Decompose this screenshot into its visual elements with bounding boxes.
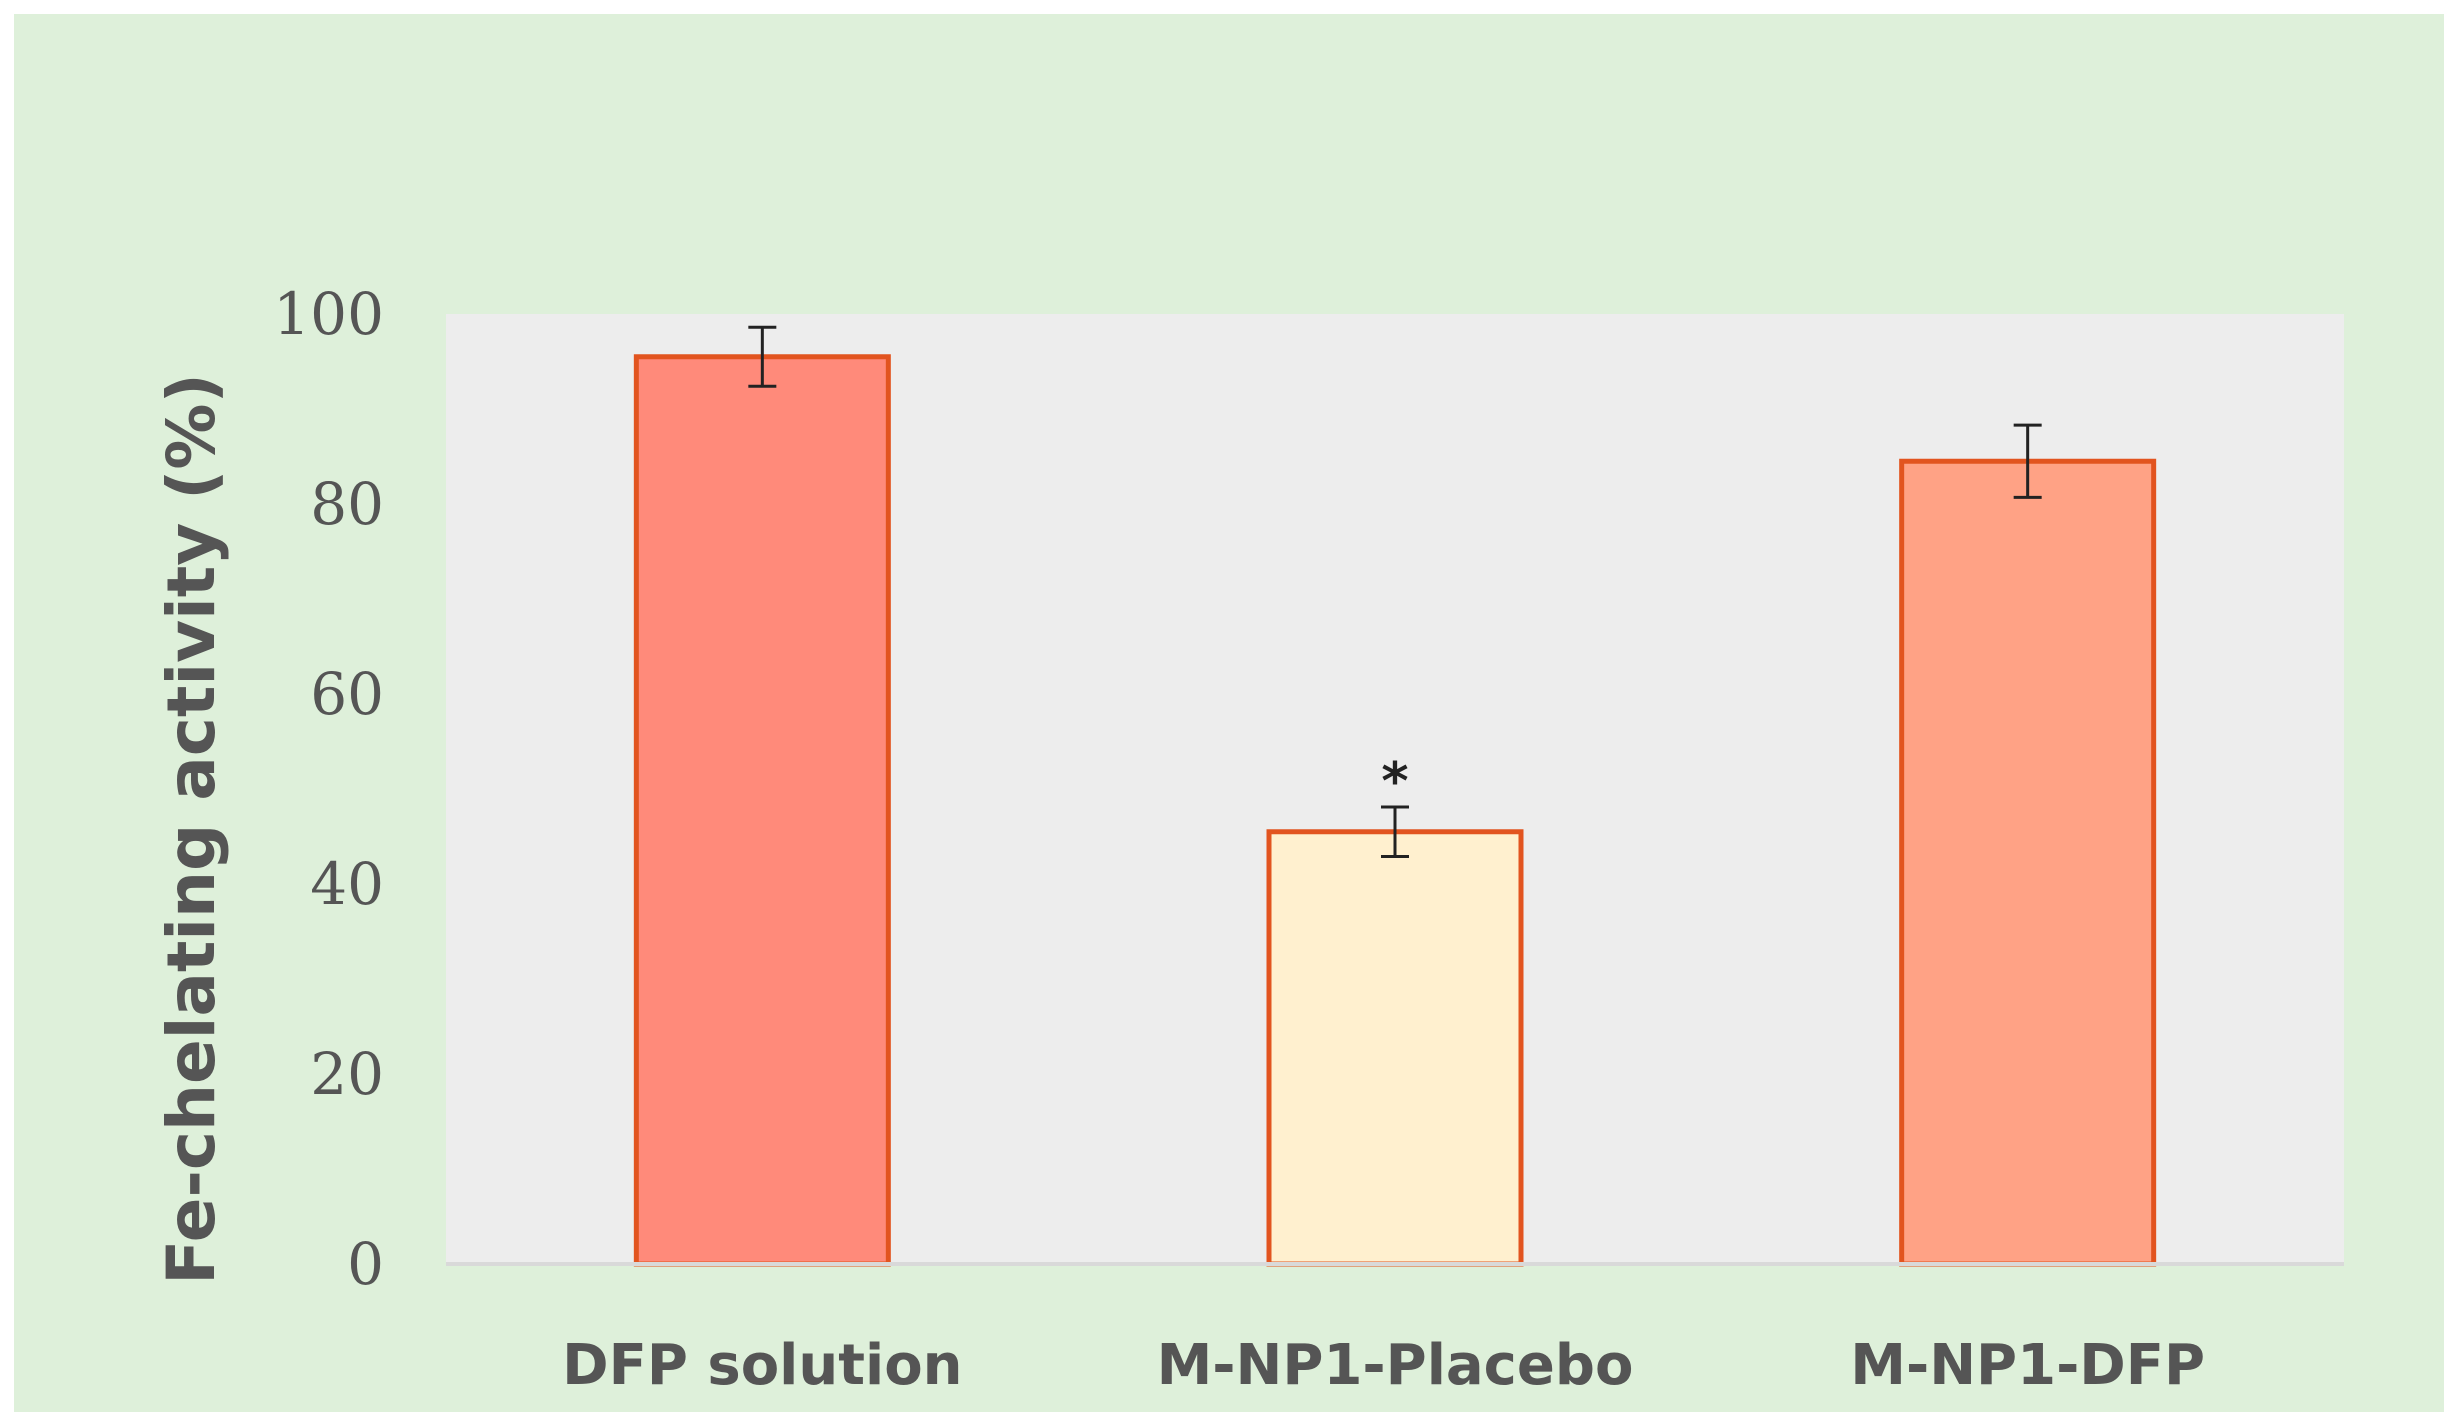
error-bar: [2013, 423, 2042, 499]
x-axis-labels: DFP solution M-NP1-Placebo M-NP1-DFP: [562, 1333, 2205, 1398]
y-axis-ticks: 0 20 40 60 80 100: [273, 280, 384, 1298]
y-tick-label: 80: [310, 470, 384, 538]
error-bar: [748, 325, 777, 388]
y-tick-label: 0: [347, 1230, 384, 1298]
bar-dfp-solution: [633, 354, 891, 1267]
bar-m-np1-dfp: [1899, 458, 2157, 1267]
x-tick-label: M-NP1-DFP: [1850, 1333, 2205, 1398]
y-tick-label: 20: [310, 1040, 384, 1108]
bars: *: [633, 325, 2157, 1267]
y-axis-title: Fe-chelating activity (%): [153, 373, 230, 1284]
y-tick-label: 40: [310, 850, 384, 918]
y-tick-label: 60: [310, 660, 384, 728]
x-tick-label: M-NP1-Placebo: [1157, 1333, 1634, 1398]
error-bar: [1381, 805, 1409, 858]
bar-chart: 0 20 40 60 80 100 * DFP solution M-NP1-Placebo…: [153, 280, 2344, 1398]
chart-frame: 0 20 40 60 80 100 * DFP solution M-NP1-Placebo…: [14, 14, 2444, 1412]
x-tick-label: DFP solution: [562, 1333, 962, 1398]
y-tick-label: 100: [273, 280, 384, 348]
bar-m-np1-placebo: [1266, 829, 1524, 1267]
significance-marker: *: [1381, 752, 1408, 812]
